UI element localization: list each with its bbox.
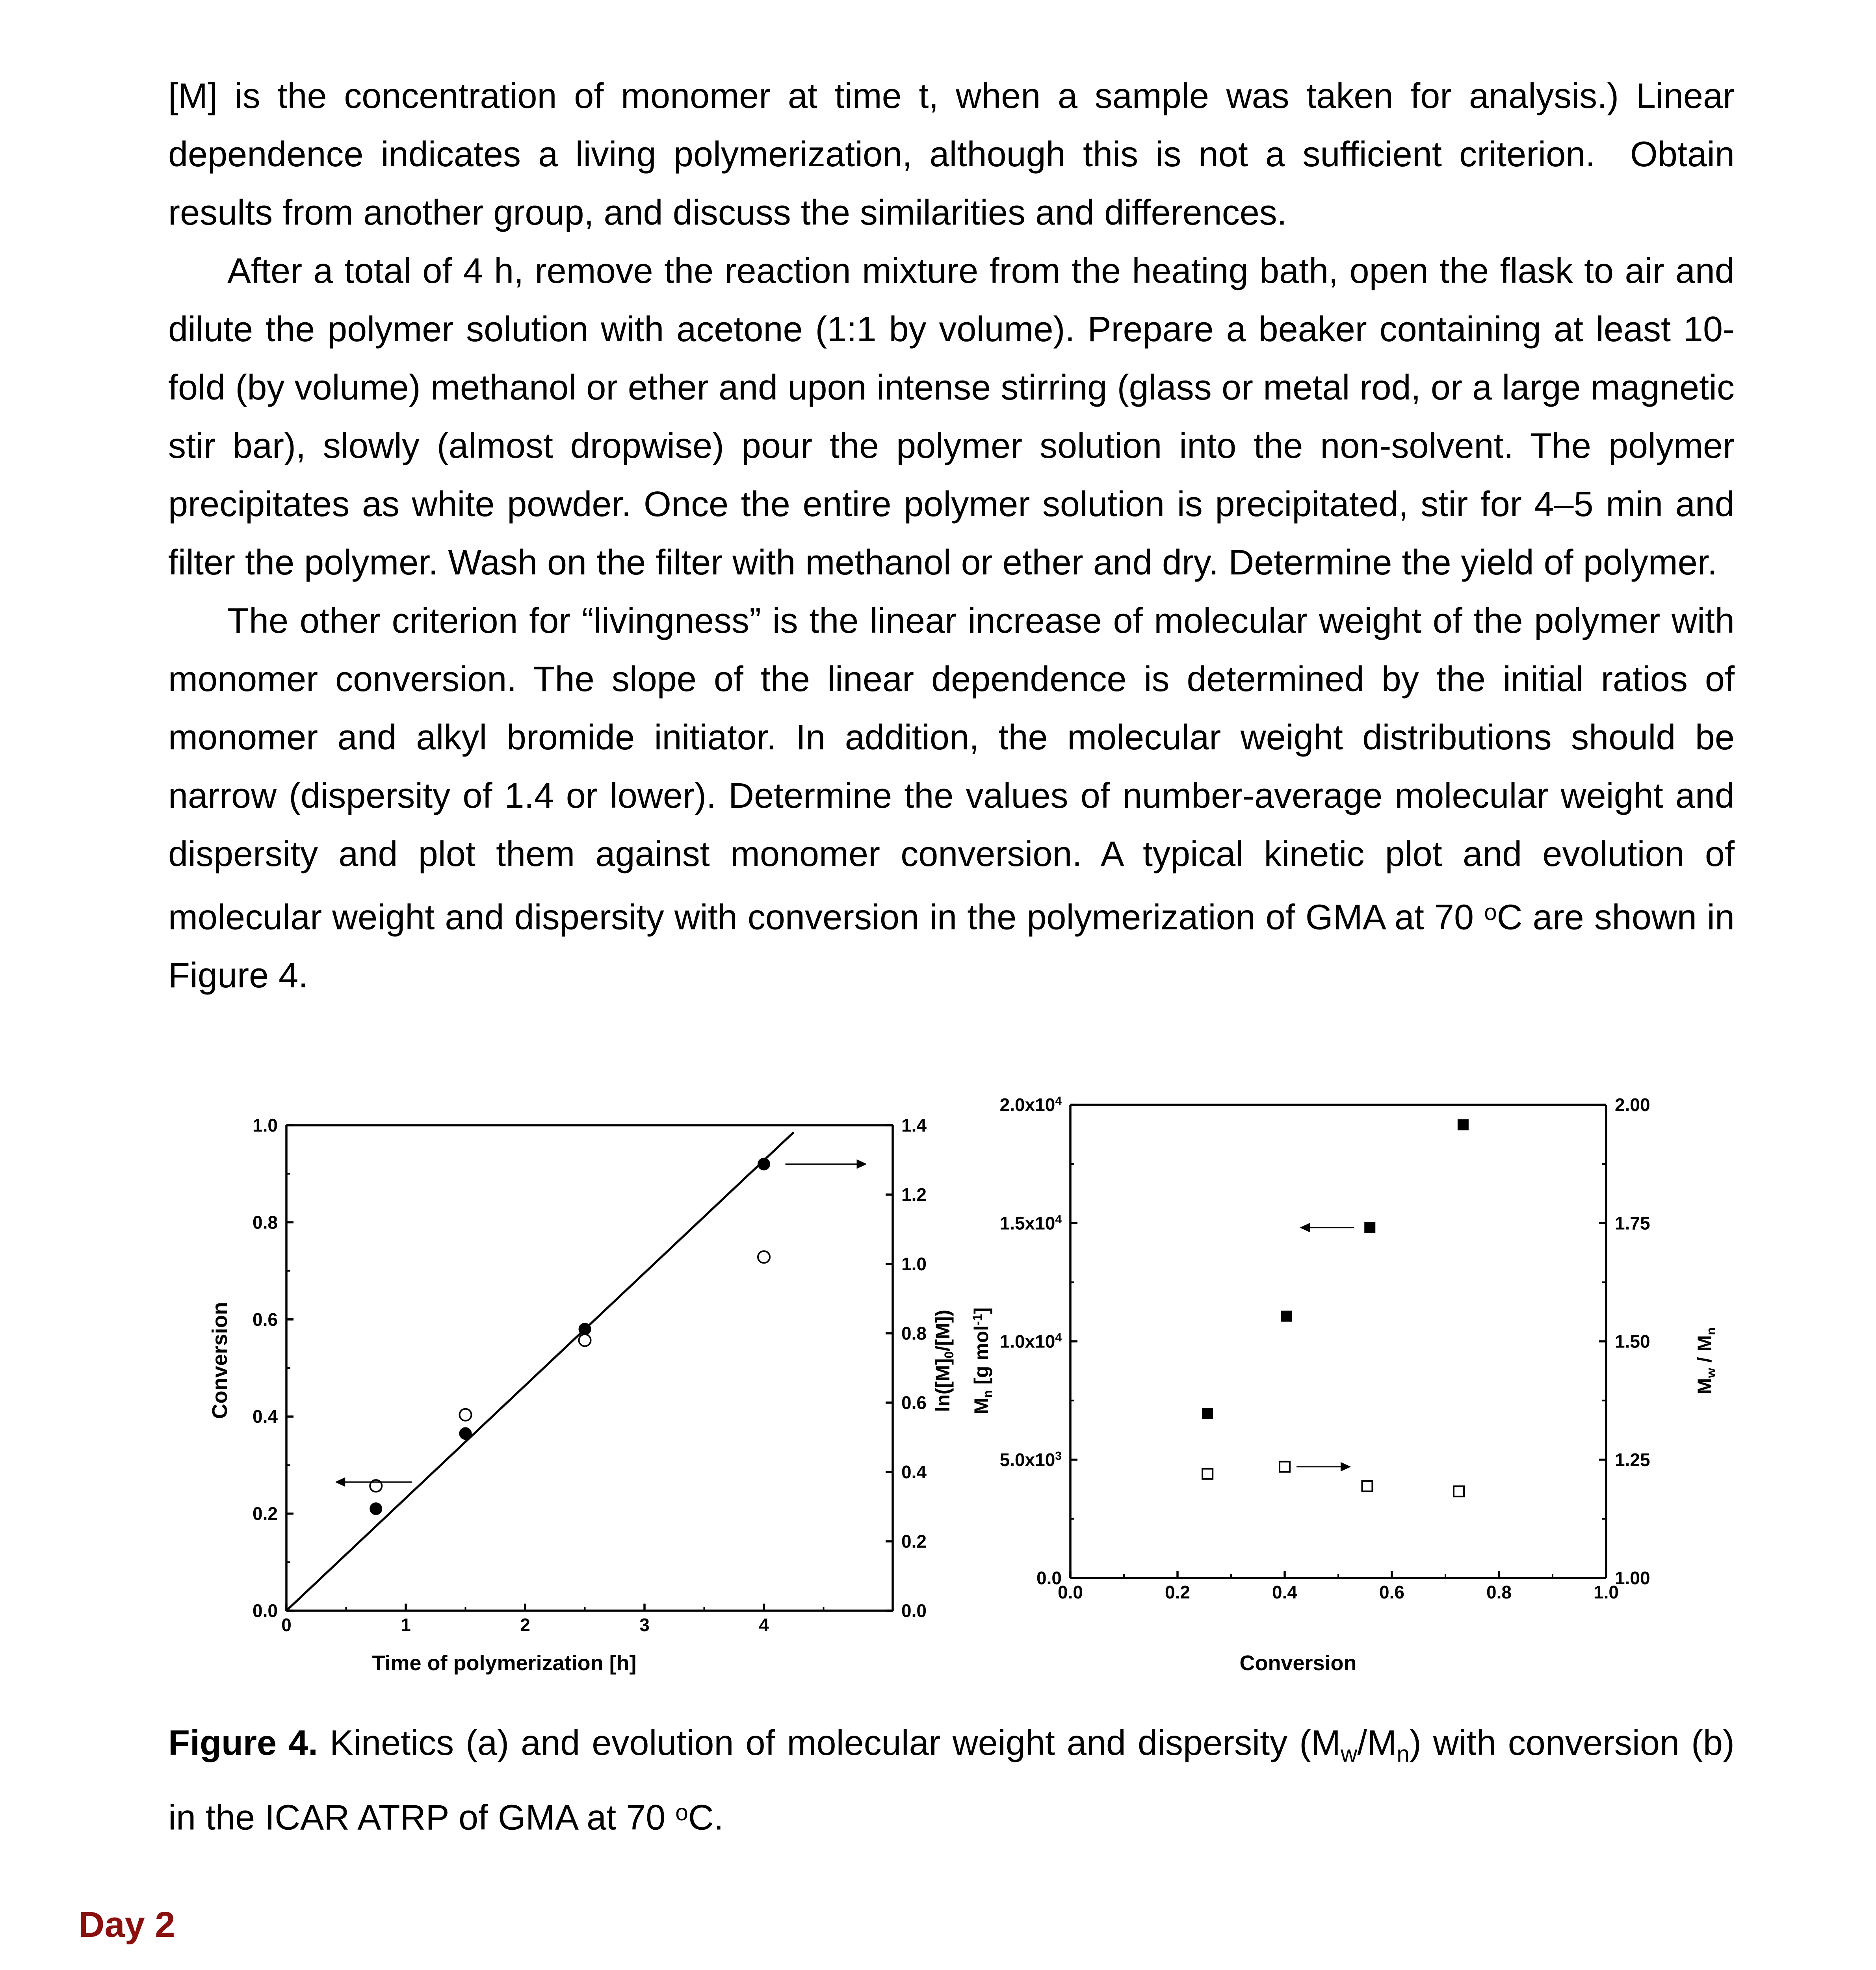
svg-text:0.2: 0.2 bbox=[1165, 1582, 1190, 1602]
svg-text:5.0x103: 5.0x103 bbox=[1000, 1449, 1062, 1470]
svg-text:0.4: 0.4 bbox=[253, 1406, 278, 1427]
svg-text:0.2: 0.2 bbox=[253, 1504, 278, 1524]
svg-text:1.00: 1.00 bbox=[1615, 1568, 1650, 1588]
svg-text:0.4: 0.4 bbox=[1272, 1582, 1297, 1602]
svg-text:3: 3 bbox=[639, 1615, 650, 1635]
svg-text:0.0: 0.0 bbox=[253, 1600, 278, 1621]
svg-text:1.50: 1.50 bbox=[1615, 1331, 1650, 1352]
svg-text:1.4: 1.4 bbox=[901, 1115, 927, 1136]
svg-text:1.0x104: 1.0x104 bbox=[1000, 1331, 1062, 1352]
svg-text:0.8: 0.8 bbox=[253, 1212, 278, 1232]
svg-text:2.00: 2.00 bbox=[1615, 1095, 1650, 1115]
svg-text:0.0: 0.0 bbox=[901, 1600, 927, 1621]
svg-text:0.6: 0.6 bbox=[1379, 1582, 1404, 1602]
svg-text:0.2: 0.2 bbox=[901, 1531, 927, 1552]
svg-text:1.2: 1.2 bbox=[901, 1184, 927, 1205]
svg-text:0: 0 bbox=[281, 1615, 292, 1635]
svg-text:0.8: 0.8 bbox=[1486, 1582, 1512, 1602]
svg-text:0.6: 0.6 bbox=[901, 1392, 927, 1413]
svg-text:0.6: 0.6 bbox=[253, 1309, 278, 1330]
svg-text:2: 2 bbox=[520, 1615, 530, 1635]
svg-text:2.0x104: 2.0x104 bbox=[1000, 1095, 1062, 1115]
svg-text:0.0: 0.0 bbox=[1036, 1568, 1062, 1588]
svg-text:0.4: 0.4 bbox=[901, 1462, 927, 1482]
svg-text:1.0: 1.0 bbox=[901, 1254, 927, 1274]
svg-text:0.8: 0.8 bbox=[901, 1323, 927, 1344]
svg-text:1.0: 1.0 bbox=[253, 1115, 278, 1136]
svg-text:4: 4 bbox=[759, 1615, 769, 1635]
svg-text:1.25: 1.25 bbox=[1615, 1450, 1650, 1470]
svg-text:1.75: 1.75 bbox=[1615, 1213, 1650, 1233]
svg-text:1: 1 bbox=[401, 1615, 411, 1635]
svg-text:1.5x104: 1.5x104 bbox=[1000, 1213, 1062, 1234]
